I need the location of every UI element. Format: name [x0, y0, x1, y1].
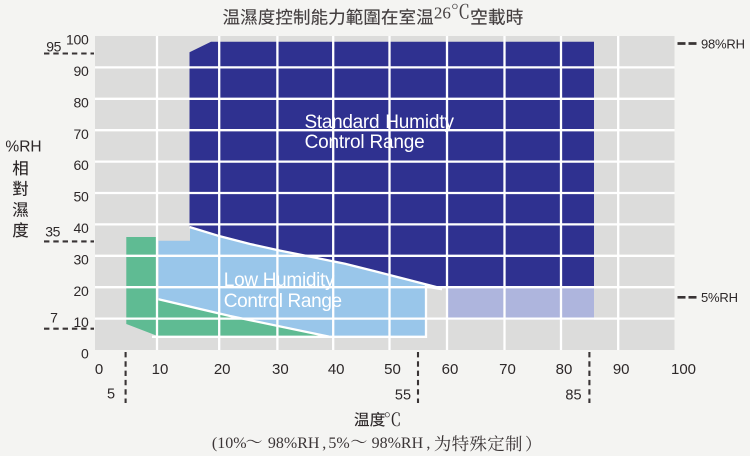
svg-text:5%RH: 5%RH — [701, 290, 738, 305]
svg-text:%RH: %RH — [5, 138, 41, 155]
svg-text:60: 60 — [74, 157, 89, 173]
svg-text:Low Humidity: Low Humidity — [224, 270, 335, 291]
svg-text:26: 26 — [434, 3, 451, 22]
svg-text:0: 0 — [95, 361, 103, 378]
svg-text:Standard: Standard — [305, 112, 380, 133]
svg-text:,: , — [322, 435, 326, 452]
svg-text:30: 30 — [74, 251, 89, 267]
svg-text:98%RH: 98%RH — [701, 36, 745, 51]
svg-text:7: 7 — [50, 309, 58, 325]
svg-text:98%RH: 98%RH — [268, 435, 320, 452]
svg-text:(10%: (10% — [212, 435, 247, 452]
svg-text:20: 20 — [74, 283, 89, 299]
svg-text:100: 100 — [66, 32, 89, 48]
svg-text:Control Range: Control Range — [224, 291, 342, 312]
svg-text:90: 90 — [613, 361, 630, 378]
svg-text:10: 10 — [152, 361, 169, 378]
svg-text:100: 100 — [671, 361, 696, 378]
svg-text:80: 80 — [556, 361, 573, 378]
svg-text:90: 90 — [74, 63, 89, 79]
svg-text:0: 0 — [81, 346, 89, 362]
svg-text:98%RH: 98%RH — [372, 435, 424, 452]
svg-text:Humidty: Humidty — [385, 112, 454, 133]
svg-text:10: 10 — [74, 314, 89, 330]
svg-text:5%: 5% — [328, 435, 349, 452]
svg-text:30: 30 — [272, 361, 289, 378]
svg-text:40: 40 — [328, 361, 345, 378]
svg-text:70: 70 — [74, 126, 89, 142]
svg-text:85: 85 — [565, 388, 581, 404]
svg-text:60: 60 — [442, 361, 459, 378]
svg-text:50: 50 — [384, 361, 401, 378]
svg-text:35: 35 — [45, 224, 60, 240]
svg-text:80: 80 — [74, 94, 89, 110]
svg-text:20: 20 — [214, 361, 231, 378]
svg-text:70: 70 — [499, 361, 516, 378]
svg-text:40: 40 — [74, 220, 89, 236]
svg-text:5: 5 — [107, 387, 115, 403]
svg-text:Control Range: Control Range — [305, 132, 425, 153]
svg-text:50: 50 — [74, 189, 89, 205]
svg-text:95: 95 — [46, 39, 61, 55]
svg-text:,: , — [426, 435, 430, 452]
svg-text:55: 55 — [395, 388, 411, 404]
